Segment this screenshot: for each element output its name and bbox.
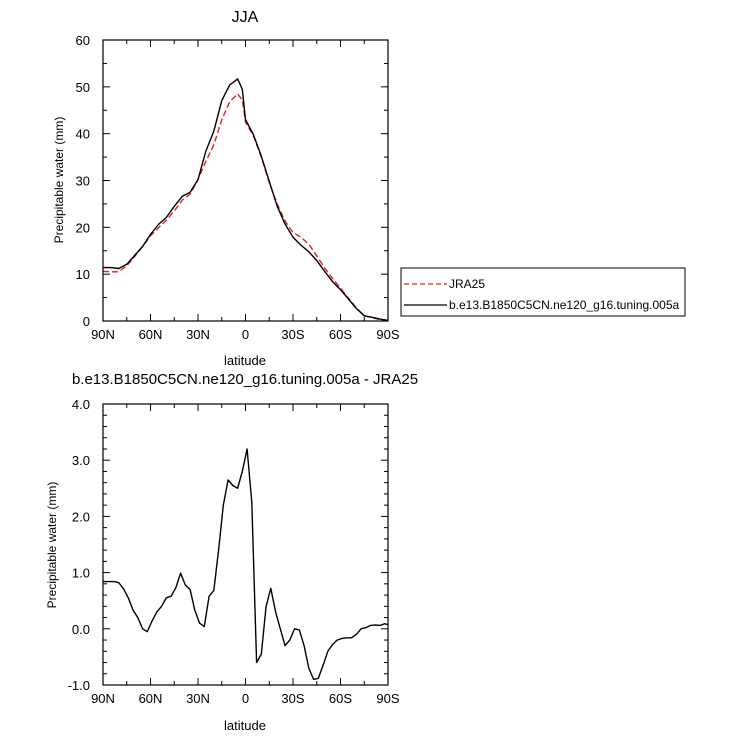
y-tick-label: 0.0 [72,622,90,637]
x-tick-label: 30N [186,691,210,706]
y-tick-label: 2.0 [72,509,90,524]
y-tick-label: 10 [76,267,90,282]
x-tick-label: 0 [242,327,249,342]
series-line-model [103,78,389,322]
y-tick-label: 1.0 [72,566,90,581]
top-x-axis-label: latitude [224,353,266,368]
series-line-jra25 [102,93,389,322]
y-tick-label: 50 [76,80,90,95]
x-tick-label: 90N [91,691,115,706]
difference-line [103,448,389,681]
x-tick-label: 60S [329,327,352,342]
legend: JRA25 b.e13.B1850C5CN.ne120_g16.tuning.0… [400,267,686,317]
y-tick-label: 40 [76,127,90,142]
plot-frame [102,403,389,686]
bottom-x-axis-label: latitude [224,718,266,733]
x-tick-label: 30S [281,691,304,706]
x-tick-label: 90S [376,327,399,342]
y-tick-label: 60 [76,33,90,48]
bottom-panel: b.e13.B1850C5CN.ne120_g16.tuning.005a - … [45,371,418,733]
top-axes: 90N 60N 30N 0 30S 60S 90S 0 10 20 30 40 50 60 [76,33,400,342]
x-tick-label: 30S [281,327,304,342]
y-tick-label: 20 [76,220,90,235]
y-tick-label: -1.0 [68,678,90,693]
x-tick-label: 90N [91,327,115,342]
bottom-y-axis-label: Precipitable water (mm) [45,482,59,609]
plot-frame [102,39,389,322]
x-tick-label: 60N [139,691,163,706]
x-tick-label: 30N [186,327,210,342]
x-tick-label: 60N [139,327,163,342]
legend-label-model: b.e13.B1850C5CN.ne120_g16.tuning.005a [449,298,680,312]
bottom-chart-title: b.e13.B1850C5CN.ne120_g16.tuning.005a - … [72,371,418,388]
y-tick-label: 4.0 [72,397,90,412]
legend-label-jra25: JRA25 [449,277,485,291]
x-tick-label: 90S [376,691,399,706]
y-tick-label: 30 [76,174,90,189]
top-panel: JJA latitude Precipitable water (mm) 90N… [52,9,686,368]
x-tick-label: 60S [329,691,352,706]
y-tick-label: 3.0 [72,453,90,468]
bottom-axes: 90N 60N 30N 0 30S 60S 90S -1.0 0.0 1.0 2.0 3.0 4.0 [68,397,400,706]
y-tick-label: 0 [83,314,90,329]
top-chart-title: JJA [232,9,259,26]
legend-box [400,267,686,317]
x-tick-label: 0 [242,691,249,706]
top-y-axis-label: Precipitable water (mm) [52,117,66,244]
